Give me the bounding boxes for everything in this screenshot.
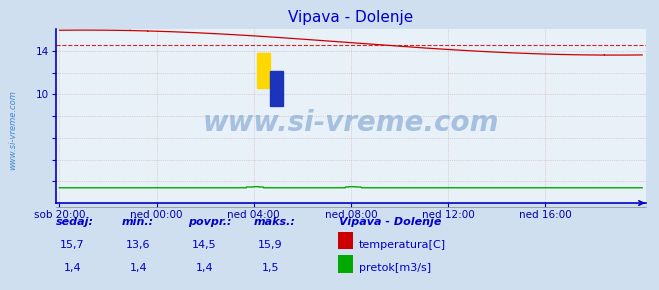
Text: 1,4: 1,4 xyxy=(130,263,147,273)
Text: 15,7: 15,7 xyxy=(60,240,85,250)
Text: 1,4: 1,4 xyxy=(196,263,213,273)
Text: maks.:: maks.: xyxy=(254,217,296,227)
Text: pretok[m3/s]: pretok[m3/s] xyxy=(359,263,431,273)
Text: temperatura[C]: temperatura[C] xyxy=(359,240,446,250)
Text: www.si-vreme.com: www.si-vreme.com xyxy=(203,109,499,137)
Text: min.:: min.: xyxy=(122,217,154,227)
Bar xyxy=(256,53,270,88)
Text: 1,4: 1,4 xyxy=(64,263,81,273)
Text: 13,6: 13,6 xyxy=(126,240,151,250)
Text: www.si-vreme.com: www.si-vreme.com xyxy=(8,90,17,171)
Text: povpr.:: povpr.: xyxy=(188,217,231,227)
Text: sedaj:: sedaj: xyxy=(56,217,94,227)
Bar xyxy=(270,71,283,106)
Title: Vipava - Dolenje: Vipava - Dolenje xyxy=(288,10,414,25)
Text: 15,9: 15,9 xyxy=(258,240,283,250)
Text: 1,5: 1,5 xyxy=(262,263,279,273)
Text: 14,5: 14,5 xyxy=(192,240,217,250)
Text: Vipava - Dolenje: Vipava - Dolenje xyxy=(339,217,442,227)
